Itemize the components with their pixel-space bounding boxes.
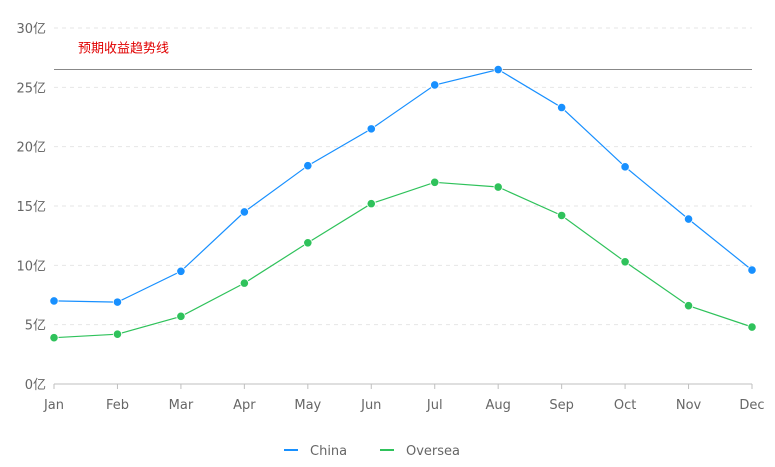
data-point-china[interactable] — [430, 80, 440, 90]
data-point-china[interactable] — [49, 296, 59, 306]
data-point-china[interactable] — [557, 102, 567, 113]
data-point-oversea[interactable] — [112, 329, 123, 339]
x-tick-label: Sep — [549, 398, 574, 413]
trend-annotation: 预期收益趋势线 — [54, 41, 752, 71]
x-tick-label: Dec — [739, 398, 764, 413]
legend[interactable]: China Oversea — [284, 444, 460, 459]
trend-line-label: 预期收益趋势线 — [78, 41, 169, 57]
y-tick-label: 0亿 — [25, 378, 46, 393]
x-tick-label: May — [294, 398, 321, 413]
data-point-china[interactable] — [620, 162, 630, 172]
data-point-oversea[interactable] — [430, 177, 440, 187]
data-point-china[interactable] — [176, 266, 186, 276]
x-tick-label: Jun — [360, 398, 381, 413]
y-axis: 0亿 5亿 10亿 15亿 20亿 25亿 30亿 — [16, 22, 46, 393]
data-point-oversea[interactable] — [747, 322, 757, 332]
x-tick-label: Jan — [43, 398, 64, 413]
data-point-china[interactable] — [112, 297, 123, 307]
data-point-china[interactable] — [239, 207, 249, 217]
data-point-oversea[interactable] — [683, 301, 694, 311]
data-point-china[interactable] — [303, 161, 313, 171]
x-tick-label: Jul — [426, 398, 443, 413]
y-tick-label: 10亿 — [16, 259, 46, 274]
data-point-oversea[interactable] — [176, 311, 186, 321]
data-point-oversea[interactable] — [620, 257, 630, 267]
legend-label: China — [310, 444, 347, 459]
data-point-oversea[interactable] — [557, 210, 567, 221]
legend-label: Oversea — [406, 444, 460, 459]
x-tick-label: Mar — [169, 398, 194, 413]
x-tick-label: Apr — [233, 398, 256, 413]
data-point-china[interactable] — [493, 64, 503, 75]
data-point-china[interactable] — [683, 214, 694, 224]
series-line-china — [53, 68, 753, 303]
x-tick-label: Oct — [614, 398, 636, 413]
data-point-oversea[interactable] — [366, 199, 376, 209]
legend-item-china[interactable]: China — [284, 444, 347, 459]
series-lines — [49, 64, 757, 343]
grid-lines — [54, 27, 752, 326]
x-tick-label: Nov — [676, 398, 702, 413]
data-point-oversea[interactable] — [239, 278, 249, 288]
data-point-oversea[interactable] — [493, 182, 503, 192]
data-point-china[interactable] — [747, 265, 757, 275]
x-tick-label: Feb — [106, 398, 129, 413]
x-axis: Jan Feb Mar Apr May Jun Jul Aug Sep Oct Nov Dec — [43, 383, 765, 413]
y-tick-label: 15亿 — [16, 200, 46, 215]
data-point-oversea[interactable] — [303, 238, 313, 248]
series-line-oversea — [53, 181, 753, 339]
data-point-china[interactable] — [366, 124, 376, 134]
legend-item-oversea[interactable]: Oversea — [380, 444, 460, 459]
y-tick-label: 25亿 — [16, 81, 46, 96]
y-tick-label: 20亿 — [16, 141, 46, 156]
y-tick-label: 5亿 — [25, 319, 46, 334]
y-tick-label: 30亿 — [16, 22, 46, 37]
data-point-oversea[interactable] — [49, 333, 59, 343]
x-tick-label: Aug — [485, 398, 510, 413]
